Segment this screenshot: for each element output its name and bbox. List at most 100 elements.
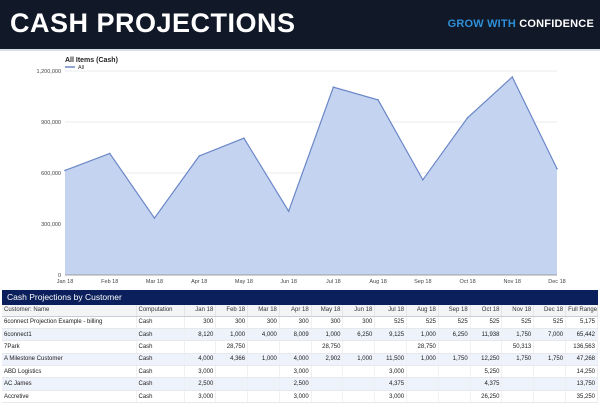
value-cell: 6,250 — [342, 328, 376, 342]
value-cell: 4,000 — [184, 353, 217, 367]
value-cell: 50,313 — [501, 340, 535, 354]
value-cell: 1,000 — [247, 353, 280, 367]
customer-name-cell: 7Park — [2, 340, 137, 354]
value-cell: 300 — [311, 316, 344, 329]
value-cell — [342, 365, 376, 379]
data-point — [332, 86, 335, 88]
x-tick-label: Nov 18 — [504, 279, 521, 285]
computation-cell: Cash — [136, 365, 185, 379]
value-cell: 3,000 — [184, 390, 217, 404]
x-tick-label: Jun 18 — [280, 279, 297, 285]
x-tick-label: Aug 18 — [369, 279, 386, 285]
computation-cell: Cash — [136, 340, 185, 354]
column-header[interactable]: Full Range — [565, 305, 598, 317]
table-row[interactable]: 6connect1 Cash 8,120 1,000 4,000 8,009 1,000 6,… — [2, 328, 598, 342]
customer-table: Customer: Name Computation Jan 18 Feb 18 Mar… — [2, 305, 598, 404]
computation-cell: Cash — [136, 328, 185, 342]
customer-table-panel: Cash Projections by Customer Customer: N… — [2, 290, 598, 408]
value-cell: 8,009 — [279, 328, 312, 342]
value-cell: 4,000 — [279, 353, 312, 367]
value-cell — [501, 377, 535, 391]
value-cell: 8,120 — [184, 328, 217, 342]
data-point — [287, 210, 290, 213]
x-tick-label: Jan 18 — [57, 279, 74, 285]
value-cell: 4,375 — [374, 377, 408, 391]
x-tick-label: Oct 18 — [459, 279, 475, 285]
column-header[interactable]: May 18 — [311, 305, 344, 317]
column-header[interactable]: Mar 18 — [247, 305, 280, 317]
y-tick-label: 300,000 — [41, 222, 61, 228]
value-cell — [215, 377, 249, 391]
value-cell: 525 — [374, 316, 408, 329]
value-cell: 12,250 — [470, 353, 503, 367]
column-header[interactable]: Nov 18 — [501, 305, 535, 317]
value-cell — [342, 340, 376, 354]
column-header[interactable]: Oct 18 — [470, 305, 503, 317]
value-cell — [501, 390, 535, 404]
column-header[interactable]: Dec 18 — [533, 305, 567, 317]
value-cell: 26,250 — [470, 390, 503, 404]
table-header-row: Customer: Name Computation Jan 18 Feb 18 Mar… — [2, 305, 598, 317]
column-header[interactable]: Apr 18 — [279, 305, 312, 317]
value-cell: 1,000 — [406, 353, 439, 367]
table-row[interactable]: Accretive Cash 3,000 3,000 3,000 26,250 35,250 — [2, 390, 598, 404]
value-cell — [184, 340, 217, 354]
value-cell — [311, 365, 344, 379]
x-tick-label: Mar 18 — [146, 279, 163, 285]
column-header[interactable]: Jul 18 — [374, 305, 408, 317]
table-title: Cash Projections by Customer — [2, 290, 598, 305]
value-cell: 300 — [184, 316, 217, 329]
table-row[interactable]: ABD Logistics Cash 3,000 3,000 3,000 5,250 14,… — [2, 365, 598, 379]
customer-name-cell: Accretive — [2, 390, 137, 404]
value-cell: 3,000 — [184, 365, 217, 379]
value-cell: 525 — [438, 316, 471, 329]
computation-cell: Cash — [136, 390, 185, 404]
value-cell: 14,250 — [565, 365, 598, 379]
header-divider — [0, 49, 600, 51]
customer-name-cell: ABD Logistics — [2, 365, 137, 379]
value-cell: 525 — [501, 316, 535, 329]
customer-name-cell: A Milestone Customer — [2, 353, 137, 367]
column-header[interactable]: Sep 18 — [438, 305, 471, 317]
table-row[interactable]: 7Park Cash 28,750 28,750 28,750 50,313 136,563 — [2, 340, 598, 354]
value-cell — [342, 377, 376, 391]
value-cell — [215, 390, 249, 404]
value-cell — [311, 390, 344, 404]
table-row[interactable]: 6connect Projection Example - billing Cas… — [2, 316, 598, 329]
value-cell: 4,000 — [247, 328, 280, 342]
value-cell: 65,442 — [565, 328, 598, 342]
value-cell: 28,750 — [406, 340, 439, 354]
value-cell — [533, 365, 567, 379]
value-cell: 1,000 — [215, 328, 249, 342]
x-tick-label: Dec 18 — [548, 279, 565, 285]
value-cell: 300 — [215, 316, 249, 329]
value-cell: 9,125 — [374, 328, 408, 342]
table-row[interactable]: AC James Cash 2,500 2,500 4,375 4,375 13,750 — [2, 377, 598, 391]
column-header[interactable]: Jan 18 — [184, 305, 217, 317]
value-cell: 525 — [406, 316, 439, 329]
value-cell: 11,500 — [374, 353, 408, 367]
column-header[interactable]: Aug 18 — [406, 305, 439, 317]
value-cell — [406, 377, 439, 391]
tagline: GROW WITH CONFIDENCE — [448, 18, 594, 30]
y-tick-label: 900,000 — [41, 120, 61, 126]
column-header[interactable]: Customer: Name — [2, 305, 137, 317]
x-tick-label: Apr 18 — [191, 279, 207, 285]
customer-name-cell: 6connect1 — [2, 328, 137, 342]
table-row[interactable]: A Milestone Customer Cash 4,000 4,366 1,000 4… — [2, 353, 598, 367]
data-point — [153, 217, 156, 219]
value-cell — [215, 365, 249, 379]
computation-cell: Cash — [136, 316, 185, 329]
value-cell — [247, 377, 280, 391]
value-cell — [247, 390, 280, 404]
column-header[interactable]: Computation — [136, 305, 185, 317]
x-tick-label: May 18 — [235, 279, 253, 285]
value-cell — [311, 377, 344, 391]
value-cell — [533, 390, 567, 404]
legend-label: All — [78, 65, 84, 71]
column-header[interactable]: Feb 18 — [215, 305, 249, 317]
value-cell: 1,750 — [533, 353, 567, 367]
value-cell: 7,000 — [533, 328, 567, 342]
value-cell: 28,750 — [311, 340, 344, 354]
column-header[interactable]: Jun 18 — [342, 305, 376, 317]
